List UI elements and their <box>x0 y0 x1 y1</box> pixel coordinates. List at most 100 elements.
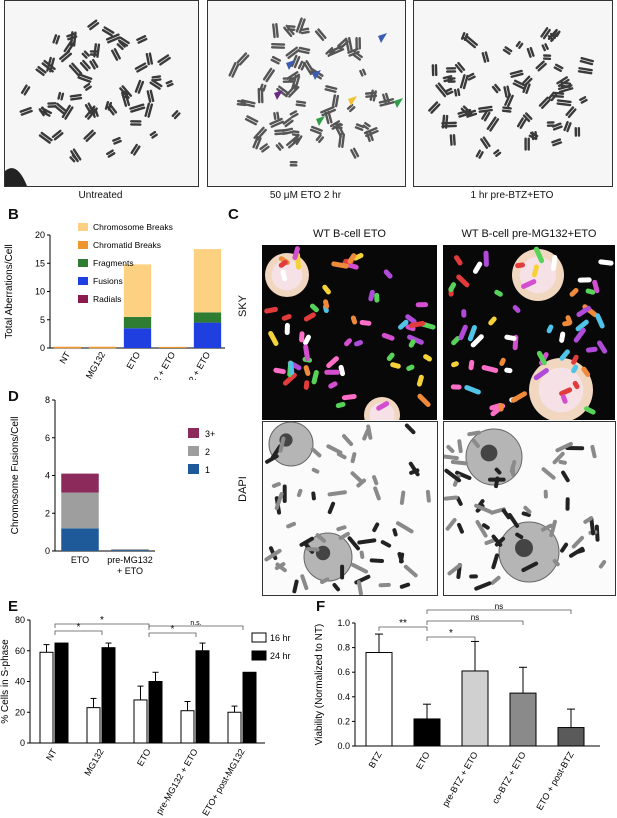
dapi-chromosome <box>278 436 286 453</box>
chromosome <box>244 115 259 126</box>
dapi-chromosome <box>469 574 478 579</box>
chromosome <box>515 40 524 49</box>
sky-chromosome <box>284 322 290 335</box>
chromatid <box>53 132 64 141</box>
significance-bracket <box>148 632 197 637</box>
y-tick-label: 0.2 <box>337 716 350 726</box>
chromosome <box>101 26 115 37</box>
chromosome <box>38 131 53 144</box>
chromatid <box>130 123 142 126</box>
chromatid <box>134 79 142 93</box>
chromatid <box>556 99 572 104</box>
chromatid <box>551 122 562 128</box>
chromatid <box>136 65 148 73</box>
chromatid <box>566 122 572 133</box>
dapi-chromosome <box>543 489 548 499</box>
chromosome <box>69 154 78 163</box>
chromatid <box>554 63 564 70</box>
chromosome <box>481 51 490 63</box>
sky-chromosome <box>597 340 608 354</box>
chromosome <box>548 91 558 102</box>
chromatid <box>538 96 549 107</box>
x-tick-label: ETO+ post-MG132 <box>200 747 246 816</box>
chromosome <box>63 39 76 54</box>
sky-chromosome <box>472 261 483 274</box>
y-tick-label: 0.0 <box>337 741 350 751</box>
chromosome <box>522 75 533 87</box>
chromosome <box>106 149 116 158</box>
chromosome <box>83 129 96 142</box>
dapi-chromosome <box>491 534 503 547</box>
chromosome <box>574 126 581 137</box>
chromatid <box>544 43 549 50</box>
chromosome <box>563 121 572 133</box>
chromatid <box>557 84 573 91</box>
chromatid <box>149 81 161 90</box>
chromatid <box>453 88 458 97</box>
y-tick-label: 1.0 <box>337 618 350 628</box>
dapi-chromosome <box>565 445 585 451</box>
sky-chromosome <box>268 330 279 346</box>
chromatid <box>67 35 78 41</box>
sky-chromosome <box>264 306 278 314</box>
chromatid <box>483 111 491 122</box>
significance-bracket <box>54 630 103 635</box>
chromatid <box>563 121 569 132</box>
chromosome <box>144 102 154 118</box>
chromatid <box>257 87 261 104</box>
bar-segment <box>111 550 149 551</box>
chromosome <box>66 32 78 41</box>
dapi-chromosome <box>356 478 367 488</box>
dapi-chromosome <box>589 516 596 536</box>
chromosome <box>275 142 284 151</box>
chromatid <box>288 86 300 98</box>
chromosome <box>354 123 365 131</box>
dapi-chromosome <box>515 532 524 540</box>
significance-bracket <box>426 609 572 614</box>
chromatid <box>491 85 499 94</box>
chromatid <box>302 61 313 76</box>
dapi-chromosome <box>523 505 532 514</box>
chromatid <box>66 32 77 38</box>
x-tick-label: ETO <box>71 555 89 565</box>
chromatid <box>240 102 255 108</box>
chromosome <box>20 84 31 96</box>
dapi-chromosome <box>491 553 499 570</box>
sky-chromosome <box>454 255 463 266</box>
chromatid <box>244 118 257 126</box>
x-tick-label: NT <box>44 747 59 763</box>
chromatid <box>107 152 116 158</box>
caption-eto: 50 μM ETO 2 hr <box>269 190 342 201</box>
chromatid <box>537 62 547 72</box>
chromosome <box>35 65 47 77</box>
dapi-chromosome <box>409 468 420 475</box>
chromosome <box>259 83 267 92</box>
arrowhead-icon <box>286 60 295 70</box>
chromatid <box>535 60 545 70</box>
chromatid <box>346 103 354 110</box>
sky-karyotype-pre-mg132 <box>448 246 614 420</box>
sky-chromosome <box>572 380 580 390</box>
dapi-image-pre-mg132 <box>443 421 616 596</box>
legend-swatch <box>251 632 267 643</box>
chromosome <box>121 89 130 99</box>
chromatid <box>437 82 449 96</box>
chromatid <box>475 149 482 158</box>
chromatid <box>318 136 325 144</box>
sky-karyotype-eto <box>264 246 436 420</box>
sky-chromosome <box>383 269 393 279</box>
chromatid <box>87 19 98 28</box>
chromosome <box>362 121 371 130</box>
chromatid <box>529 46 535 57</box>
chromosome <box>526 46 535 58</box>
sky-chromosome <box>328 381 338 389</box>
bar-segment <box>61 473 99 493</box>
sky-chromosome <box>341 394 357 401</box>
chromosome <box>89 50 99 56</box>
chromatid <box>512 82 525 90</box>
chromatid <box>556 76 568 85</box>
chromatid <box>116 43 124 51</box>
chromatid <box>311 125 323 132</box>
dapi-chromosome <box>392 528 398 537</box>
nucleus-core <box>271 259 303 291</box>
